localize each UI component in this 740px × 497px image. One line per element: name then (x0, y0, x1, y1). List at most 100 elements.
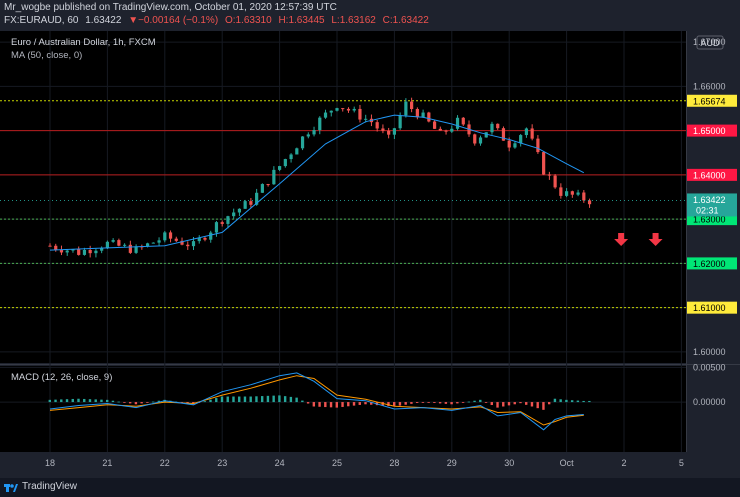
macd-hist-bar (582, 400, 585, 403)
candle-body (272, 169, 276, 185)
candle-body (415, 109, 419, 118)
candle-body (300, 136, 305, 149)
macd-hist-bar (266, 395, 270, 403)
level-badge (687, 94, 737, 107)
candle-body (335, 108, 339, 111)
candle-body (352, 108, 356, 111)
macd-hist-bar (65, 399, 69, 403)
candle-body (565, 191, 569, 196)
macd-hist-bar (358, 402, 361, 405)
candle-body (346, 108, 351, 111)
candle-body (174, 238, 178, 241)
candle-body (186, 244, 190, 247)
level-badge-label: 1.63000 (693, 215, 726, 225)
candle-body (111, 240, 115, 242)
tradingview-logo[interactable]: TradingView (4, 481, 77, 492)
candle-body (536, 138, 540, 153)
macd-hist-bar (467, 401, 471, 403)
footer-bar: TradingView (0, 478, 740, 497)
macd-hist-bar (255, 396, 258, 403)
macd-hist-bar (576, 400, 580, 403)
candle-body (404, 101, 408, 116)
tradingview-brand: TradingView (22, 481, 78, 492)
candle-body (232, 212, 236, 217)
candle-body (117, 240, 121, 246)
candle-body (105, 241, 109, 249)
candle-body (364, 118, 368, 120)
y-tick-label: 1.66000 (693, 81, 726, 91)
macd-hist-bar (88, 399, 92, 403)
macd-hist-bar (329, 402, 333, 408)
candle-body (329, 110, 333, 113)
candle-body (145, 243, 150, 247)
candle-body (496, 123, 500, 129)
candle-body (306, 134, 310, 137)
candle-body (450, 128, 454, 132)
candle-body (484, 132, 488, 138)
candle-body (226, 216, 230, 224)
candle-body (48, 245, 52, 247)
candle-body (237, 208, 242, 213)
level-badge (687, 168, 737, 181)
candle-body (392, 128, 396, 135)
close-value: C:1.63422 (382, 15, 429, 26)
candle-body (214, 222, 219, 233)
candle-body (576, 192, 580, 195)
candle-body (501, 128, 506, 141)
last-price-value: 1.63422 (85, 15, 122, 26)
macd-hist-bar (456, 402, 459, 404)
candle-body (410, 101, 414, 110)
macd-hist-bar (404, 402, 407, 405)
x-tick-label: 24 (275, 458, 285, 468)
macd-hist-bar (507, 402, 511, 406)
symbol-ohlc-line: FX:EURAUD, 60 1.63422 ▼−0.00164 (−0.1%) … (4, 15, 433, 27)
x-tick-label: 5 (679, 458, 684, 468)
currency-label: AUD (700, 38, 720, 48)
macd-hist-bar (438, 402, 442, 404)
candle-body (289, 154, 293, 160)
x-tick-label: 25 (332, 458, 342, 468)
macd-hist-bar (513, 402, 516, 405)
candle-body (278, 166, 282, 170)
level-badge (687, 301, 737, 314)
level-badge (687, 124, 737, 137)
macd-hist-bar (106, 399, 109, 403)
down-arrow-icon (648, 233, 663, 246)
macd-hist-bar (364, 402, 367, 405)
candle-body (507, 140, 511, 148)
open-value: O:1.63310 (224, 15, 272, 26)
macd-hist-bar (60, 399, 63, 403)
candle-body (260, 184, 264, 193)
symbol-label: FX:EURAUD, 60 (4, 15, 79, 26)
chart-canvas[interactable]: 182122232425282930Oct251.600001.610001.6… (0, 0, 740, 478)
candle-body (197, 237, 201, 242)
x-tick-label: 29 (447, 458, 457, 468)
candle-body (375, 122, 379, 129)
candle-body (151, 242, 155, 244)
macd-hist-bar (530, 402, 534, 407)
macd-y-tick-label: 0.00000 (693, 397, 726, 407)
macd-hist-bar (54, 399, 57, 403)
macd-hist-bar (77, 398, 80, 403)
candle-body (209, 232, 213, 240)
candle-body (444, 130, 448, 132)
macd-hist-bar (335, 402, 338, 408)
macd-hist-bar (547, 402, 551, 405)
candle-body (387, 130, 391, 135)
currency-badge (696, 35, 724, 50)
candle-body (128, 244, 132, 253)
macd-hist-bar (151, 401, 155, 403)
macd-hist-bar (410, 402, 413, 404)
candle-body (94, 250, 98, 254)
last-price-badge (687, 193, 737, 217)
candle-body (318, 117, 322, 131)
macd-hist-bar (347, 402, 350, 407)
macd-hist-bar (415, 402, 419, 403)
macd-hist-bar (479, 399, 482, 403)
macd-hist-bar (94, 399, 97, 403)
macd-hist-bar (519, 402, 522, 404)
macd-hist-bar (111, 400, 115, 403)
x-tick-label: 18 (45, 458, 55, 468)
macd-y-tick-label: 0.00500 (693, 362, 726, 372)
ma-indicator-label: MA (50, close, 0) (11, 50, 82, 61)
